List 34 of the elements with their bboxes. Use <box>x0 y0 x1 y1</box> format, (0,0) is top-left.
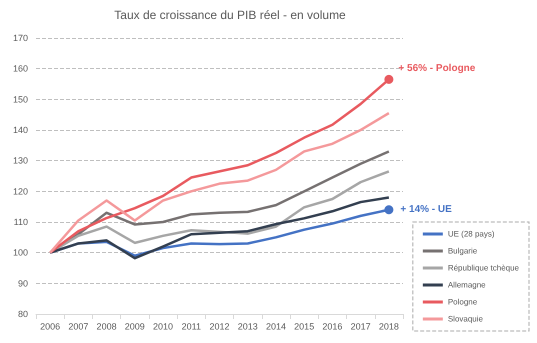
x-tick-label: 2017 <box>350 322 371 332</box>
x-tick-label: 2006 <box>40 322 60 332</box>
y-tick-label: 80 <box>18 309 28 319</box>
y-tick-label: 110 <box>14 217 28 227</box>
y-tick-label: 150 <box>12 94 28 104</box>
y-tick-label: 170 <box>12 33 28 43</box>
line-series <box>48 112 390 254</box>
y-tick-label: 140 <box>12 125 28 135</box>
legend-label: République tchèque <box>448 264 520 272</box>
legend-label: Pologne <box>448 298 478 306</box>
x-tick-label: 2013 <box>238 322 258 332</box>
y-tick-label: 90 <box>18 278 28 288</box>
legend-label: Slovaquie <box>448 314 484 324</box>
y-tick-label: 120 <box>12 186 28 196</box>
x-tick-label: 2010 <box>153 322 174 332</box>
x-tick-label: 2007 <box>68 322 88 332</box>
annotation: + 14% - UE <box>400 204 452 216</box>
line-series <box>48 196 390 260</box>
y-tick-label: 130 <box>12 156 28 166</box>
x-tick-label: 2018 <box>378 322 399 332</box>
x-tick-label: 2012 <box>209 322 230 332</box>
y-tick-label: 160 <box>12 64 28 74</box>
y-tick-label: 100 <box>12 248 28 258</box>
x-tick-label: 2016 <box>322 322 342 332</box>
x-tick-label: 2009 <box>124 322 145 332</box>
x-tick-label: 2015 <box>294 322 314 332</box>
chart-title: Taux de croissance du PIB réel - en volume <box>114 8 346 22</box>
x-tick-label: 2008 <box>96 322 117 332</box>
legend-label: Bulgarie <box>448 246 478 256</box>
x-tick-label: 2011 <box>182 322 201 332</box>
legend-label: UE (28 pays) <box>448 230 495 238</box>
x-tick-label: 2014 <box>266 322 286 332</box>
legend-label: Allemagne <box>448 280 486 290</box>
annotation: + 56% - Pologne <box>398 62 476 74</box>
